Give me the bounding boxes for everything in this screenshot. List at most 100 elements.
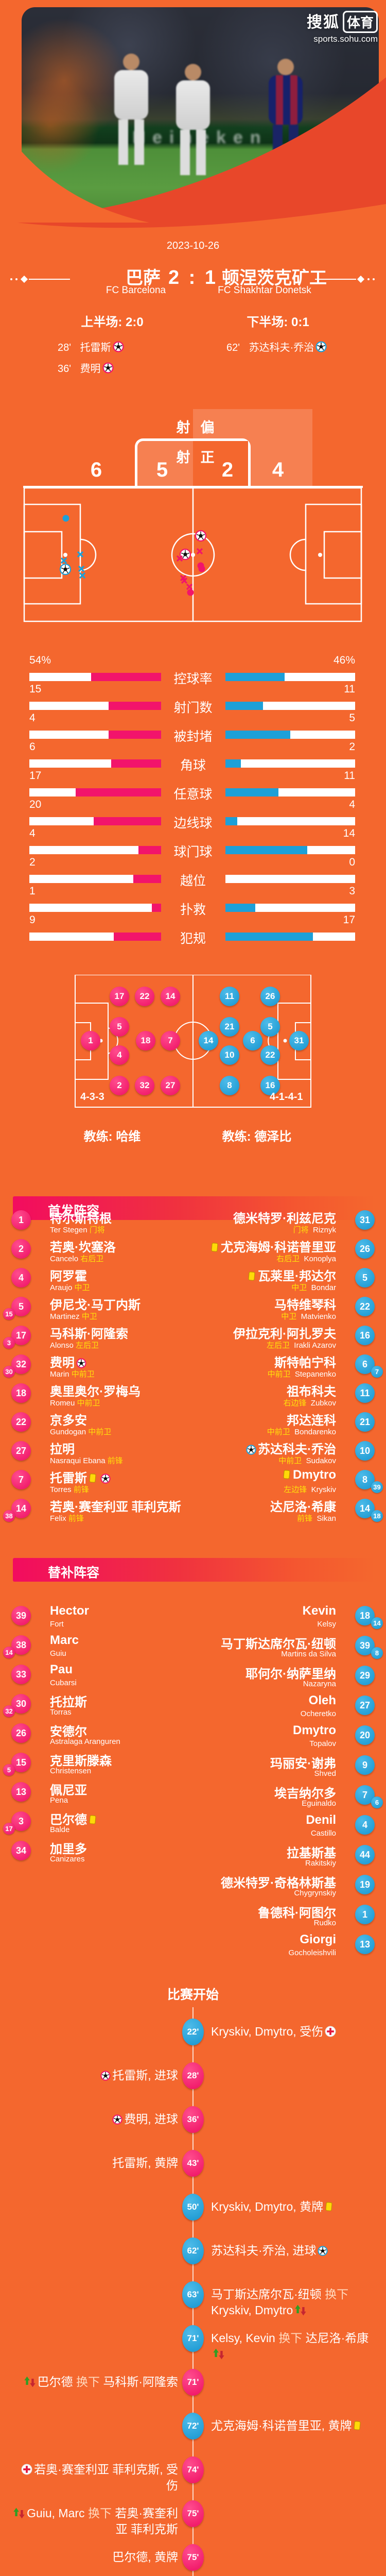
soccer-ball-icon (246, 1445, 256, 1455)
event-text: Kryskiv, Dmytro, 受伤 (211, 2025, 324, 2038)
player-position: 中前卫 (71, 1370, 95, 1379)
replaced-by-number: 32 (3, 1705, 15, 1717)
stat-label: 边线球 (173, 816, 213, 831)
label-shot-on-2: 正 (200, 450, 215, 465)
stat-away-value: 3 (349, 885, 355, 897)
header-swoosh (0, 77, 386, 242)
substitution-icon (295, 2304, 306, 2316)
replaced-by-number: 14 (3, 1647, 15, 1658)
player-name-cn: 克里斯滕森 (50, 1754, 112, 1768)
goal-minute: 28' (58, 342, 72, 353)
event-minute: 71' (182, 2325, 204, 2352)
replaced-by-number: 8 (371, 1647, 383, 1659)
formation-player-away: 26 (260, 987, 280, 1006)
lineup-row: 13 Giorgi Gocholeishvili (0, 1933, 386, 1963)
player-name-cn: 马丁斯达席尔瓦·纽顿 (221, 1637, 336, 1651)
player-position: 中前卫 (267, 1370, 291, 1379)
stat-away-bar (225, 731, 355, 739)
soccer-ball-icon (112, 2114, 122, 2125)
stat-away-bar (225, 702, 355, 710)
player-name-cn: 若奥·赛奎利亚 菲利克斯 (50, 1500, 181, 1514)
player-name-en: Torras (50, 1708, 72, 1717)
event-minute: 50' (182, 2194, 204, 2221)
lineup-row: 9 玛丽安·谢弗 Shved (0, 1755, 386, 1784)
lineup-row: 34 加里多 Canizares (0, 1841, 386, 1870)
player-name-en: Topalov (309, 1739, 336, 1748)
player-figure (114, 54, 148, 165)
player-name-cn: 邦达连科 (287, 1414, 336, 1428)
player-name-en: Rakitskiy (305, 1859, 336, 1868)
player-name-cn: 托雷斯 (50, 1471, 87, 1485)
player-position: 前锋 (68, 1514, 84, 1523)
player-name-cn: 若奥·坎塞洛 (50, 1241, 116, 1255)
sohu-sports-logo[interactable]: 搜狐 体育 sports.sohu.com (307, 9, 378, 44)
jersey-number: 22 (11, 1412, 31, 1432)
lineup-row: 18 14 Kevin Kelsy (0, 1604, 386, 1635)
jersey-number: 16 (355, 1326, 375, 1345)
logo-text: 搜狐 (306, 14, 340, 31)
shot-map-pitch (23, 488, 362, 622)
player-name-en: Rudko (313, 1919, 336, 1927)
lineup-row: 14 38 若奥·赛奎利亚 菲利克斯 Felix 前锋 (0, 1499, 386, 1528)
formation-player-away: 10 (220, 1045, 239, 1065)
player-position: 中卫 (81, 1312, 97, 1321)
player-position: 左后卫 (76, 1341, 99, 1350)
shot-marker-x (60, 557, 67, 564)
stat-home-bar (29, 846, 161, 854)
lineup-row: 6 7 斯特帕宁科 中前卫 Stepanenko (0, 1354, 386, 1383)
logo-url: sports.sohu.com (313, 34, 378, 44)
lineup-row: 26 尤克海姆·科诺普里亚 右后卫 Konoplya (0, 1239, 386, 1268)
home-goal-row: 28' 托雷斯 (58, 339, 126, 354)
home-coach: 教练: 哈维 (83, 1130, 141, 1144)
lineup-row: 32 30 费明 Marin 中前卫 (0, 1354, 386, 1383)
substitutes-title: 替补阵容 (48, 1566, 100, 1580)
replaced-by-number: 14 (371, 1617, 383, 1629)
away-goal-list: 62' 苏达科夫·乔治 (226, 339, 328, 360)
jersey-number: 4 (11, 1268, 31, 1287)
jersey-number: 19 (355, 1875, 375, 1894)
player-name-en: Matvienko (301, 1312, 336, 1321)
player-name-cn: 阿罗霍 (50, 1269, 87, 1283)
substitution-icon (24, 2376, 36, 2387)
jersey-number: 21 (355, 1412, 375, 1432)
yellow-card-icon (354, 2421, 361, 2430)
player-name-en: Martinez (50, 1312, 80, 1321)
jersey-number: 1 (11, 1210, 31, 1230)
goal-minute: 62' (226, 342, 240, 353)
player-name-cn: 玛丽安·谢弗 (270, 1757, 336, 1771)
stat-away-value: 46% (333, 654, 355, 666)
formation-player-home: 27 (161, 1076, 180, 1095)
player-name-en: Gundogan (50, 1428, 86, 1436)
player-name-cn: Dmytro (292, 1723, 336, 1737)
label-shot-off-2: 偏 (200, 420, 215, 435)
lineup-row: 44 拉基斯基 Rakitskiy (0, 1845, 386, 1874)
stat-label: 射门数 (173, 701, 213, 715)
match-date: 2023-10-26 (166, 240, 220, 251)
lineup-row: 29 耶何尔·纳萨里纳 Nazaryna (0, 1666, 386, 1694)
first-half-score: 上半场: 2:0 (81, 315, 144, 329)
goal-scorer: 托雷斯 (80, 342, 111, 353)
shot-marker-goal (195, 530, 207, 542)
player-position: 前锋 (297, 1514, 313, 1523)
jersey-number: 26 (11, 1723, 31, 1743)
player-name-en: Castillo (310, 1829, 336, 1838)
replaced-by-number: 17 (3, 1823, 15, 1835)
goal-minute: 36' (58, 363, 72, 375)
jersey-number: 26 (355, 1239, 375, 1259)
lineup-row: 7 6 埃吉纳尔多 Eguinaldo (0, 1785, 386, 1814)
player-position: 中卫 (281, 1312, 297, 1321)
home-goal-row: 36' 费明 (58, 360, 126, 375)
event-text: 尤克海姆·科诺普里亚, 黄牌 (211, 2419, 352, 2432)
player-name-cn: Kevin (302, 1604, 336, 1618)
shot-marker-goal (59, 563, 72, 575)
player-name-cn: 拉明 (50, 1443, 75, 1456)
starting-lineup-title: 首发阵容 (48, 1204, 100, 1218)
player-name-en: Nazaryna (303, 1680, 336, 1688)
away-goal-row: 62' 苏达科夫·乔治 (226, 339, 328, 354)
player-name-cn: 巴尔德 (50, 1813, 87, 1827)
jersey-number: 22 (355, 1297, 375, 1316)
logo-box-text: 体育 (342, 11, 378, 33)
shot-marker-x (77, 551, 84, 558)
lineup-row: 19 德米特罗·奇格林斯基 Chygrynskiy (0, 1875, 386, 1904)
formation-player-away: 6 (243, 1031, 262, 1050)
